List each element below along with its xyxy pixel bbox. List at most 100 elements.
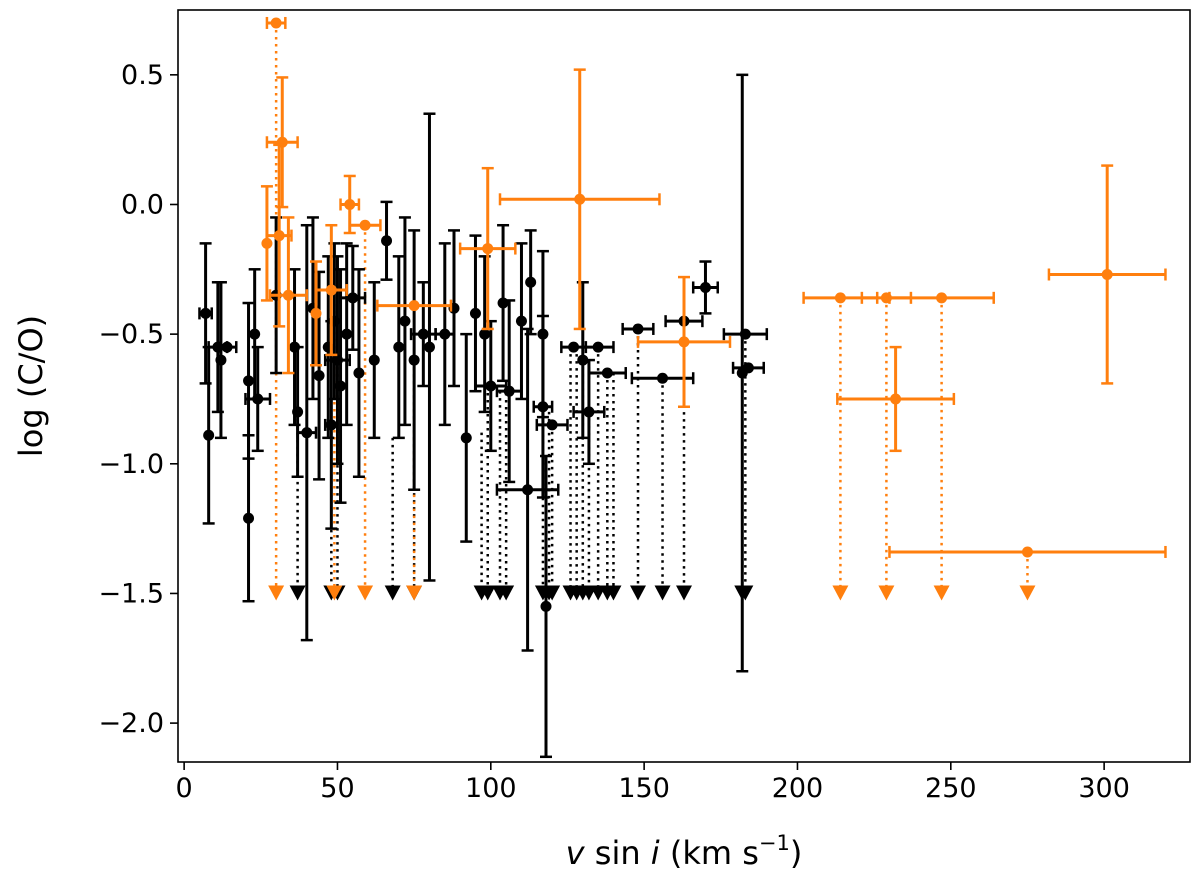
upper-limit-marker bbox=[832, 585, 849, 601]
x-tick-label: 0 bbox=[176, 773, 193, 804]
data-point bbox=[200, 307, 212, 319]
data-point bbox=[577, 354, 589, 366]
upper-limit-marker bbox=[544, 585, 561, 601]
data-point bbox=[525, 276, 537, 288]
data-point bbox=[368, 354, 380, 366]
y-axis-ticks: 0.5 0.0 −0.5 −1.0 −1.5 −2.0 bbox=[98, 60, 178, 739]
data-point bbox=[313, 370, 325, 382]
data-points bbox=[198, 16, 1167, 759]
data-point bbox=[546, 419, 558, 431]
data-point bbox=[325, 419, 337, 431]
data-point bbox=[243, 375, 255, 387]
data-point bbox=[252, 393, 264, 405]
data-point bbox=[515, 315, 527, 327]
x-label-sin: sin bbox=[595, 834, 641, 872]
data-point bbox=[936, 292, 948, 304]
data-point bbox=[540, 600, 552, 612]
data-point bbox=[341, 328, 353, 340]
x-label-v: v bbox=[566, 834, 586, 872]
upper-limit-marker bbox=[676, 585, 692, 601]
data-point bbox=[325, 284, 337, 296]
data-point bbox=[439, 328, 451, 340]
data-point bbox=[1021, 546, 1033, 558]
x-tick-label: 100 bbox=[465, 773, 517, 804]
data-point bbox=[574, 193, 586, 205]
data-point bbox=[739, 328, 751, 340]
data-point bbox=[292, 406, 304, 418]
y-tick-label: −0.5 bbox=[98, 319, 164, 350]
y-tick-label: −1.0 bbox=[98, 449, 164, 480]
x-label-i: i bbox=[651, 834, 660, 872]
data-point bbox=[522, 484, 534, 496]
data-point bbox=[568, 341, 580, 353]
x-tick-label: 250 bbox=[925, 773, 977, 804]
data-point bbox=[310, 307, 322, 319]
data-point bbox=[482, 243, 494, 255]
data-point bbox=[203, 429, 215, 441]
data-point bbox=[221, 341, 233, 353]
data-point bbox=[261, 237, 273, 249]
upper-limit-marker bbox=[268, 585, 285, 601]
data-point bbox=[249, 328, 261, 340]
data-point bbox=[393, 341, 405, 353]
x-axis-label: v sin i (km s−1) bbox=[566, 831, 803, 872]
data-point bbox=[890, 393, 902, 405]
data-point bbox=[601, 367, 613, 379]
data-point bbox=[423, 341, 435, 353]
upper-limit-marker bbox=[933, 585, 950, 601]
data-point bbox=[485, 380, 497, 392]
data-point bbox=[335, 380, 347, 392]
x-axis-ticks: 0 50 100 150 200 250 300 bbox=[176, 762, 1130, 804]
data-point bbox=[344, 198, 356, 210]
upper-limit-marker bbox=[406, 585, 423, 601]
x-label-unit: (km s bbox=[670, 834, 759, 872]
data-point bbox=[469, 307, 481, 319]
upper-limit-marker bbox=[498, 585, 515, 601]
y-tick-label: 0.5 bbox=[121, 60, 164, 91]
data-point bbox=[381, 235, 393, 247]
data-point bbox=[273, 230, 285, 242]
x-tick-label: 200 bbox=[772, 773, 824, 804]
data-point bbox=[399, 315, 411, 327]
data-point bbox=[834, 292, 846, 304]
y-tick-label: −1.5 bbox=[98, 578, 164, 609]
upper-limit-marker bbox=[878, 585, 895, 601]
data-point bbox=[503, 385, 515, 397]
data-point bbox=[359, 219, 371, 231]
upper-limit-marker bbox=[1019, 585, 1036, 601]
data-point bbox=[678, 336, 690, 348]
data-point bbox=[353, 367, 365, 379]
plot-frame bbox=[177, 9, 1191, 763]
data-point bbox=[270, 17, 282, 29]
data-point bbox=[417, 328, 429, 340]
data-point bbox=[460, 432, 472, 444]
data-point bbox=[408, 354, 420, 366]
data-point bbox=[479, 328, 491, 340]
y-axis-label: log (C/O) bbox=[12, 315, 50, 457]
data-point bbox=[301, 427, 313, 439]
data-point bbox=[583, 406, 595, 418]
data-point bbox=[1101, 268, 1113, 280]
upper-limit-marker bbox=[326, 585, 343, 601]
upper-limit-marker bbox=[384, 585, 401, 601]
data-point bbox=[742, 362, 754, 374]
data-point bbox=[537, 401, 549, 413]
data-point bbox=[699, 281, 711, 293]
data-point bbox=[243, 512, 255, 524]
data-point bbox=[282, 289, 294, 301]
upper-limit-marker bbox=[289, 585, 306, 601]
x-label-exponent: −1 bbox=[759, 831, 790, 855]
x-label-close: ) bbox=[790, 834, 802, 872]
data-point bbox=[592, 341, 604, 353]
y-tick-label: −2.0 bbox=[98, 708, 164, 739]
data-point bbox=[408, 300, 420, 312]
data-point bbox=[497, 297, 509, 309]
data-point bbox=[632, 323, 644, 335]
x-tick-label: 300 bbox=[1078, 773, 1130, 804]
data-point bbox=[657, 372, 669, 384]
y-tick-label: 0.0 bbox=[121, 189, 164, 220]
upper-limit-marker bbox=[654, 585, 671, 601]
upper-limit-marker bbox=[605, 585, 622, 601]
x-tick-label: 50 bbox=[320, 773, 354, 804]
